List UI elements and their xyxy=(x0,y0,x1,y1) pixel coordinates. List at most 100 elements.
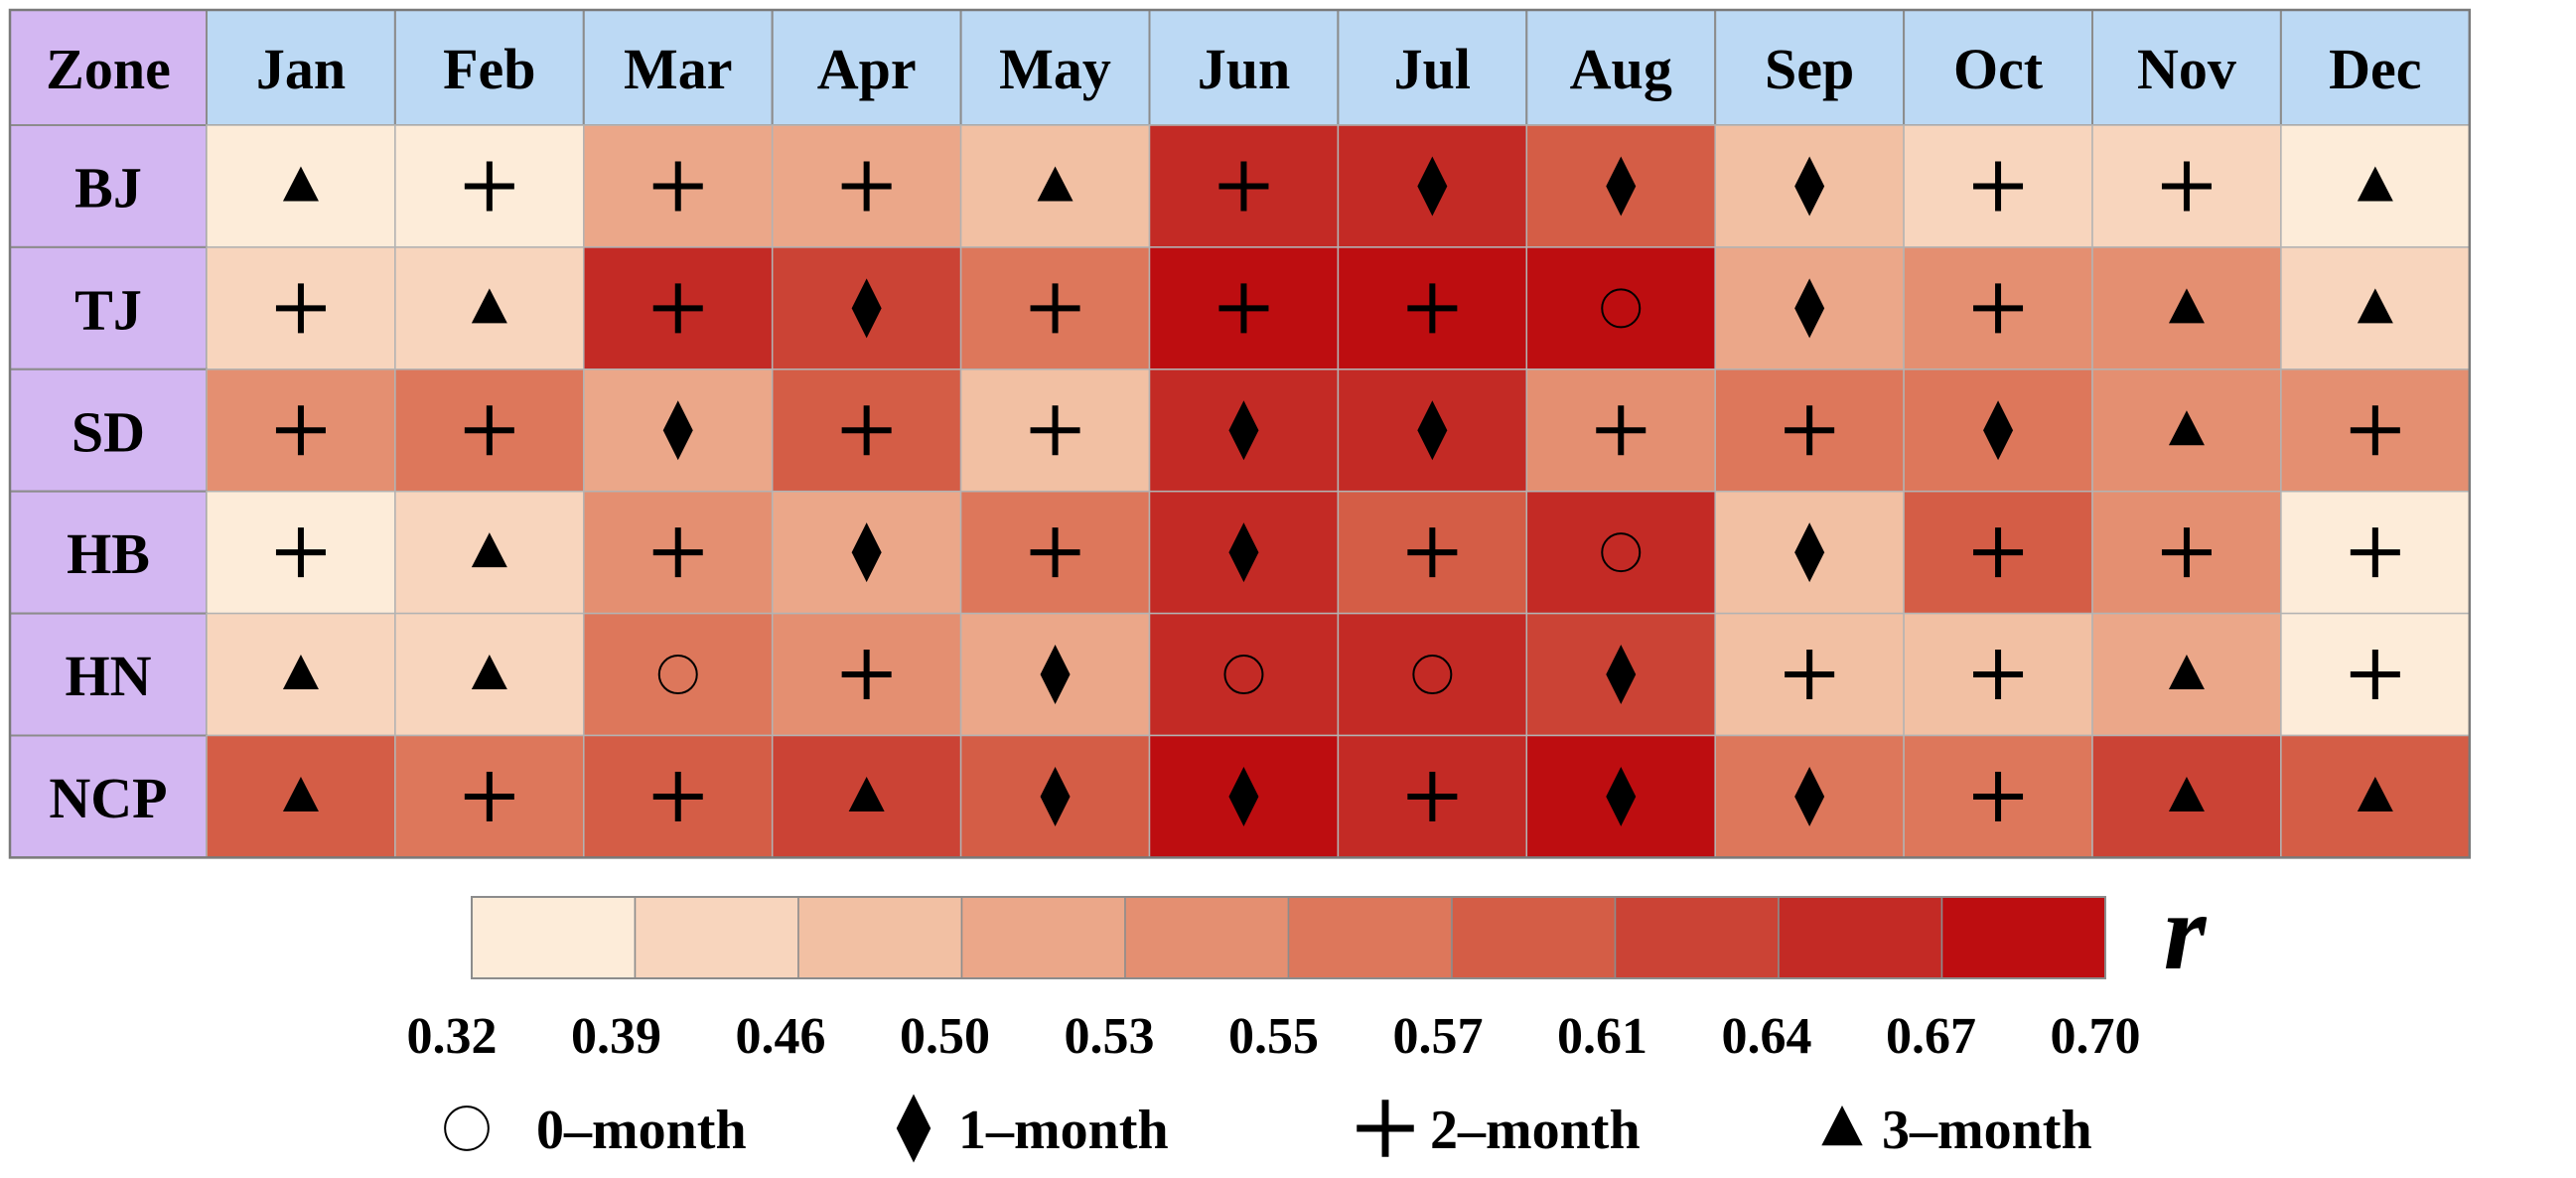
triangle-marker xyxy=(282,166,319,202)
month-header-cell xyxy=(1714,9,1906,126)
plus-marker xyxy=(652,283,703,334)
plus-marker xyxy=(275,405,326,456)
circle-marker xyxy=(1601,288,1642,329)
plus-marker xyxy=(652,527,703,578)
lag-marker-plus xyxy=(1407,771,1458,821)
month-header-cell xyxy=(2091,9,2282,126)
lag-marker-plus xyxy=(841,161,892,212)
lag-marker-plus xyxy=(275,527,326,578)
plus-marker xyxy=(464,405,514,456)
diamond-marker xyxy=(1794,278,1825,339)
plus-marker xyxy=(841,650,892,700)
zone-label-sd: SD xyxy=(72,399,145,464)
month-label-feb: Feb xyxy=(443,37,535,101)
month-label-aug: Aug xyxy=(1570,37,1672,101)
colorbar-label: r xyxy=(2164,871,2208,992)
lag-marker-triangle xyxy=(471,532,507,568)
month-label-oct: Oct xyxy=(1953,37,2044,101)
lag-marker-plus xyxy=(464,771,514,821)
legend-label-diamond: 1–month xyxy=(958,1100,1169,1161)
plus-marker xyxy=(1973,161,2024,212)
lag-marker-triangle xyxy=(282,166,319,202)
plus-marker xyxy=(652,771,703,821)
diamond-marker xyxy=(1228,766,1259,826)
lag-marker-diamond xyxy=(1228,400,1259,461)
zone-header-label: Zone xyxy=(46,37,171,101)
month-label-sep: Sep xyxy=(1765,37,1854,101)
lag-marker-plus xyxy=(652,771,703,821)
lag-marker-plus xyxy=(652,527,703,578)
lag-marker-plus xyxy=(1407,283,1458,334)
plus-marker xyxy=(464,771,514,821)
colorbar-tick: 0.64 xyxy=(1722,1008,1812,1065)
plus-marker xyxy=(2161,527,2212,578)
triangle-marker xyxy=(2168,288,2205,324)
lag-marker-diamond xyxy=(1794,522,1825,583)
triangle-marker xyxy=(282,776,319,811)
plus-marker xyxy=(1407,771,1458,821)
lag-marker-plus xyxy=(275,405,326,456)
lag-marker-circle xyxy=(1412,655,1453,695)
colorbar-segment xyxy=(471,896,637,979)
heatmap-cell xyxy=(1337,612,1528,737)
diamond-marker xyxy=(1794,156,1825,217)
plus-marker xyxy=(464,161,514,212)
zone-cell xyxy=(9,368,208,493)
month-header-cell xyxy=(959,9,1151,126)
lag-marker-triangle xyxy=(2168,776,2205,811)
lag-marker-triangle xyxy=(471,655,507,690)
colorbar-segment xyxy=(1614,896,1780,979)
lag-marker-plus xyxy=(1973,771,2024,821)
diamond-marker xyxy=(1606,645,1637,705)
diamond-marker xyxy=(1040,766,1071,826)
plus-marker xyxy=(2350,405,2400,456)
lag-marker-circle xyxy=(1601,288,1642,329)
plus-marker xyxy=(1407,527,1458,578)
diamond-marker xyxy=(1606,766,1637,826)
plus-marker xyxy=(1973,650,2024,700)
lag-marker-plus xyxy=(2350,405,2400,456)
plus-marker xyxy=(1973,283,2024,334)
colorbar-segment xyxy=(1778,896,1943,979)
colorbar-tick: 0.39 xyxy=(571,1008,661,1065)
triangle-marker xyxy=(471,288,507,324)
plus-marker xyxy=(1030,283,1080,334)
colorbar-segment xyxy=(1287,896,1453,979)
legend-label-triangle: 3–month xyxy=(1882,1100,2092,1161)
circle-marker xyxy=(657,655,698,695)
lag-marker-diamond xyxy=(1040,766,1071,826)
triangle-marker xyxy=(2357,776,2393,811)
month-label-jul: Jul xyxy=(1394,37,1471,101)
diamond-marker xyxy=(851,522,882,583)
colorbar-tick: 0.57 xyxy=(1393,1008,1484,1065)
lag-marker-diamond xyxy=(851,278,882,339)
diamond-marker xyxy=(851,278,882,339)
triangle-marker xyxy=(2357,166,2393,202)
lag-marker-diamond xyxy=(1228,522,1259,583)
colorbar-segment xyxy=(1124,896,1290,979)
triangle-marker xyxy=(2357,288,2393,324)
heatmap-cell xyxy=(583,368,774,493)
plus-marker xyxy=(2161,161,2212,212)
legend-marker-plus xyxy=(1357,1100,1414,1157)
lag-marker-circle xyxy=(1223,655,1264,695)
lag-marker-plus xyxy=(2350,527,2400,578)
lag-marker-triangle xyxy=(471,288,507,324)
lag-marker-diamond xyxy=(1606,645,1637,705)
lag-marker-plus xyxy=(1030,527,1080,578)
colorbar-tick: 0.50 xyxy=(900,1008,990,1065)
diamond-marker xyxy=(1417,400,1448,461)
zone-label-hn: HN xyxy=(66,644,152,708)
diamond-marker xyxy=(1417,156,1448,217)
lag-marker-plus xyxy=(1407,527,1458,578)
plus-marker xyxy=(1785,405,1835,456)
colorbar-tick: 0.55 xyxy=(1228,1008,1319,1065)
zone-header-cell xyxy=(9,9,208,126)
zone-label-bj: BJ xyxy=(74,155,142,220)
triangle-marker xyxy=(471,655,507,690)
month-label-jun: Jun xyxy=(1198,37,1291,101)
circle-marker xyxy=(1223,655,1264,695)
circle-marker xyxy=(444,1105,490,1151)
lag-marker-plus xyxy=(652,283,703,334)
